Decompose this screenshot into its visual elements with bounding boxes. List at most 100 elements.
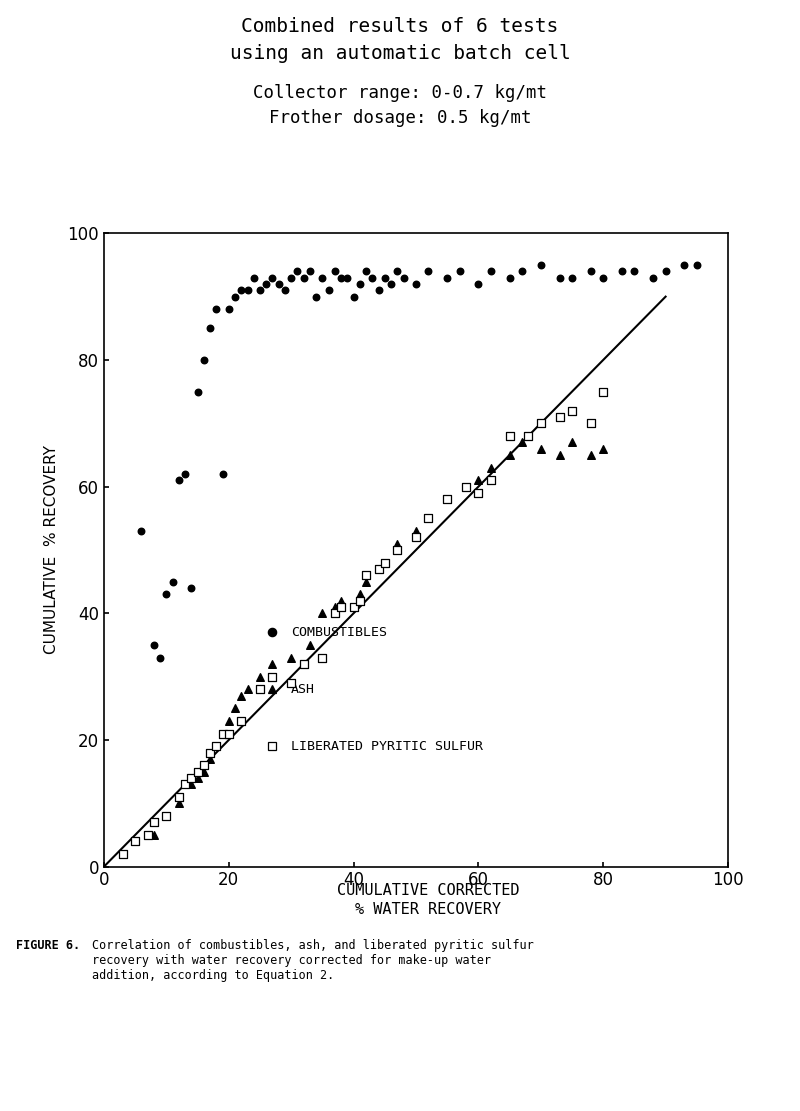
Text: Frother dosage: 0.5 kg/mt: Frother dosage: 0.5 kg/mt bbox=[269, 109, 531, 127]
Point bbox=[378, 553, 391, 571]
Point bbox=[659, 262, 672, 280]
Point bbox=[229, 700, 242, 718]
Text: ASH: ASH bbox=[291, 683, 315, 695]
Point bbox=[534, 257, 547, 274]
Point bbox=[266, 655, 279, 673]
Point bbox=[185, 775, 198, 793]
Point bbox=[210, 300, 222, 318]
Point bbox=[198, 351, 210, 369]
Point bbox=[322, 281, 335, 299]
Point bbox=[298, 655, 310, 673]
Point bbox=[191, 769, 204, 787]
Point bbox=[204, 743, 217, 761]
Point bbox=[173, 788, 186, 805]
Point bbox=[485, 459, 498, 477]
Point bbox=[341, 269, 354, 287]
Point bbox=[566, 402, 578, 420]
Point bbox=[191, 763, 204, 781]
Point bbox=[422, 262, 435, 280]
Point bbox=[178, 775, 191, 793]
Point bbox=[597, 269, 610, 287]
Point bbox=[522, 427, 534, 444]
Point bbox=[147, 827, 160, 844]
Point bbox=[166, 573, 179, 591]
Point bbox=[329, 604, 342, 622]
Point bbox=[173, 471, 186, 489]
Point bbox=[360, 567, 373, 584]
Point bbox=[503, 269, 516, 287]
Point bbox=[378, 553, 391, 571]
Point bbox=[334, 598, 347, 615]
Point bbox=[285, 649, 298, 667]
Point bbox=[366, 269, 378, 287]
Point bbox=[154, 649, 166, 667]
Point bbox=[291, 262, 304, 280]
Point bbox=[391, 534, 404, 552]
Point bbox=[422, 509, 435, 528]
Point bbox=[241, 281, 254, 299]
Point bbox=[397, 269, 410, 287]
Point bbox=[410, 276, 422, 293]
Point bbox=[534, 414, 547, 432]
Point bbox=[347, 598, 360, 615]
Point bbox=[378, 269, 391, 287]
Point bbox=[272, 276, 285, 293]
Point bbox=[354, 276, 366, 293]
Text: using an automatic batch cell: using an automatic batch cell bbox=[230, 44, 570, 63]
Point bbox=[347, 598, 360, 615]
Point bbox=[354, 585, 366, 603]
Point bbox=[372, 560, 385, 578]
Point bbox=[285, 674, 298, 692]
Point bbox=[241, 680, 254, 698]
Text: CUMULATIVE CORRECTED: CUMULATIVE CORRECTED bbox=[337, 883, 519, 899]
Point bbox=[354, 592, 366, 610]
Point bbox=[334, 592, 347, 610]
Point bbox=[135, 522, 148, 540]
Text: Combined results of 6 tests: Combined results of 6 tests bbox=[242, 17, 558, 36]
Point bbox=[173, 794, 186, 812]
Point bbox=[503, 447, 516, 464]
Point bbox=[391, 541, 404, 559]
Point bbox=[459, 478, 472, 496]
Point bbox=[285, 269, 298, 287]
Point bbox=[160, 807, 173, 824]
Point bbox=[235, 281, 248, 299]
Point bbox=[615, 262, 628, 280]
Point bbox=[385, 276, 398, 293]
Point bbox=[198, 763, 210, 781]
Point bbox=[372, 281, 385, 299]
Point bbox=[160, 807, 173, 824]
Point bbox=[334, 269, 347, 287]
Point bbox=[247, 269, 260, 287]
Text: Collector range: 0-0.7 kg/mt: Collector range: 0-0.7 kg/mt bbox=[253, 84, 547, 102]
Point bbox=[441, 490, 454, 508]
Point bbox=[278, 281, 291, 299]
Y-axis label: CUMULATIVE  % RECOVERY: CUMULATIVE % RECOVERY bbox=[44, 446, 59, 654]
Point bbox=[185, 769, 198, 787]
Point bbox=[472, 484, 485, 502]
Point bbox=[584, 414, 597, 432]
Text: FIGURE 6.: FIGURE 6. bbox=[16, 939, 80, 952]
Point bbox=[147, 635, 160, 653]
Text: Correlation of combustibles, ash, and liberated pyritic sulfur
recovery with wat: Correlation of combustibles, ash, and li… bbox=[92, 939, 534, 982]
Point bbox=[222, 724, 235, 742]
Point bbox=[298, 269, 310, 287]
Point bbox=[266, 668, 279, 685]
Point bbox=[459, 478, 472, 496]
Point bbox=[360, 262, 373, 280]
Point bbox=[266, 269, 279, 287]
Point bbox=[160, 585, 173, 603]
Point bbox=[516, 262, 529, 280]
Point bbox=[235, 712, 248, 730]
Point bbox=[316, 269, 329, 287]
Point bbox=[142, 827, 154, 844]
Point bbox=[310, 288, 322, 306]
Point bbox=[204, 750, 217, 768]
Point bbox=[129, 832, 142, 850]
Point bbox=[216, 724, 229, 742]
Point bbox=[410, 529, 422, 547]
Point bbox=[454, 262, 466, 280]
Point bbox=[222, 712, 235, 730]
Point bbox=[235, 687, 248, 704]
Point bbox=[260, 276, 273, 293]
